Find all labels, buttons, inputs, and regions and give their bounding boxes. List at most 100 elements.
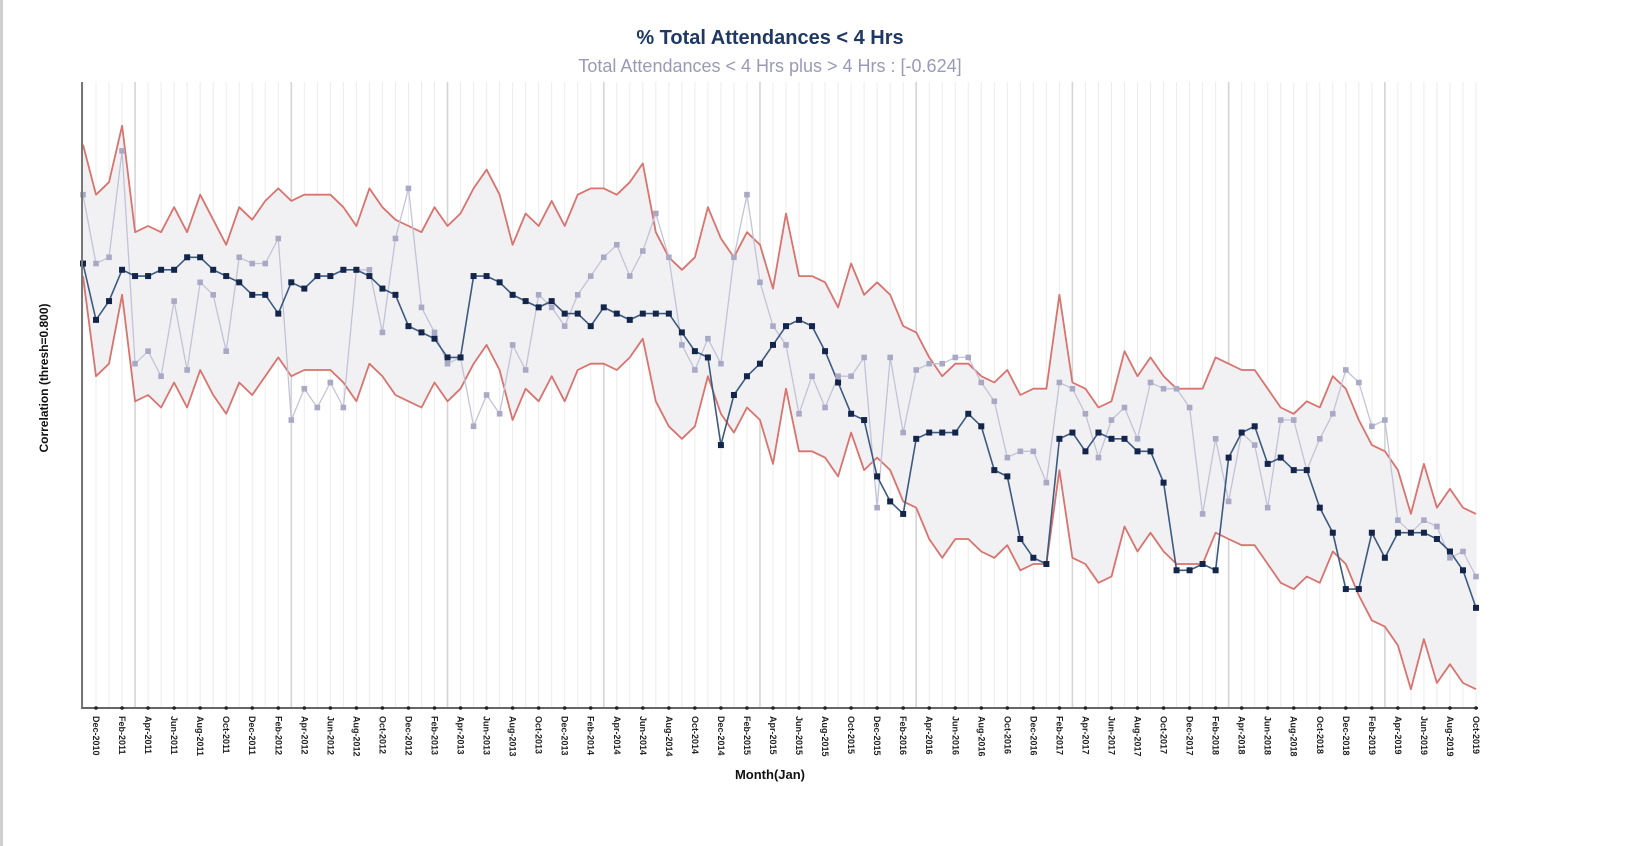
x-tick-mark bbox=[823, 706, 827, 710]
x-tick-mark bbox=[1083, 706, 1088, 710]
monthly-point bbox=[770, 323, 776, 329]
x-tick-mark bbox=[510, 706, 515, 710]
smoothed-point bbox=[1277, 454, 1284, 461]
monthly-point bbox=[1382, 417, 1388, 423]
x-tick-mark bbox=[250, 706, 255, 710]
x-tick-label: Apr-2019 bbox=[1393, 716, 1403, 755]
x-tick-mark bbox=[771, 706, 775, 710]
monthly-point bbox=[223, 348, 230, 354]
monthly-point bbox=[158, 373, 164, 380]
monthly-point bbox=[288, 417, 295, 423]
smoothed-point bbox=[730, 392, 737, 398]
smoothed-point bbox=[262, 291, 269, 298]
monthly-point bbox=[626, 273, 633, 279]
smoothed-point bbox=[600, 304, 607, 311]
smoothed-point bbox=[1030, 554, 1037, 561]
x-tick-label: Oct-2014 bbox=[690, 716, 700, 754]
monthly-point bbox=[1473, 573, 1479, 580]
axes bbox=[81, 82, 1478, 709]
x-tick-mark bbox=[198, 706, 202, 710]
smoothed-point bbox=[1420, 529, 1427, 536]
smoothed-point bbox=[665, 310, 672, 317]
x-tick-label: Oct-2013 bbox=[534, 716, 544, 754]
x-tick-mark bbox=[172, 706, 176, 710]
monthly-point bbox=[145, 348, 151, 354]
x-tick-mark bbox=[1057, 706, 1062, 710]
x-tick-label: Apr-2015 bbox=[768, 716, 778, 755]
smoothed-point bbox=[535, 304, 542, 311]
monthly-point bbox=[1369, 423, 1375, 430]
x-tick-label: Aug-2011 bbox=[195, 716, 205, 756]
x-tick-label: Feb-2014 bbox=[586, 716, 596, 755]
smoothed-point bbox=[978, 423, 985, 430]
monthly-point bbox=[874, 504, 880, 511]
window-border bbox=[0, 0, 3, 846]
x-tick-mark bbox=[614, 706, 619, 710]
smoothed-point bbox=[1199, 561, 1206, 568]
smoothed-point bbox=[1160, 479, 1167, 486]
smoothed-point bbox=[926, 429, 933, 436]
monthly-point bbox=[314, 404, 321, 411]
smoothed-point bbox=[1290, 467, 1297, 474]
smoothed-point bbox=[1473, 604, 1479, 611]
monthly-point bbox=[340, 404, 347, 411]
smoothed-point bbox=[1069, 429, 1076, 436]
monthly-point bbox=[900, 429, 906, 436]
x-tick-mark bbox=[380, 706, 385, 710]
monthly-point bbox=[1356, 379, 1362, 386]
x-tick-label: Oct-2011 bbox=[221, 716, 231, 754]
monthly-point bbox=[119, 148, 125, 154]
monthly-point bbox=[965, 354, 972, 361]
monthly-point bbox=[366, 267, 373, 273]
x-tick-mark bbox=[719, 706, 723, 710]
x-tick-mark bbox=[745, 706, 749, 710]
smoothed-point bbox=[1186, 567, 1193, 574]
monthly-point bbox=[1173, 385, 1180, 392]
x-tick-label: Jun-2018 bbox=[1263, 716, 1273, 755]
x-tick-mark bbox=[458, 706, 463, 710]
monthly-point bbox=[913, 367, 919, 373]
smoothed-point bbox=[756, 360, 763, 367]
x-tick-label: Dec-2015 bbox=[872, 716, 882, 756]
x-tick-mark bbox=[1161, 706, 1166, 710]
smoothed-point bbox=[210, 266, 217, 273]
monthly-point bbox=[1212, 436, 1219, 442]
smoothed-point bbox=[483, 273, 490, 280]
x-tick-label: Aug-2016 bbox=[976, 716, 986, 757]
monthly-point bbox=[197, 279, 203, 286]
smoothed-point bbox=[340, 266, 347, 273]
monthly-point bbox=[327, 379, 334, 386]
monthly-point bbox=[132, 360, 138, 367]
x-tick-label: Aug-2014 bbox=[664, 716, 674, 757]
smoothed-point bbox=[1303, 467, 1310, 474]
smoothed-point bbox=[991, 467, 998, 474]
smoothed-point bbox=[1342, 586, 1349, 593]
x-tick-label: Jun-2019 bbox=[1419, 716, 1429, 755]
lower-limit-line bbox=[82, 275, 1477, 691]
series-markers bbox=[80, 148, 1479, 611]
x-tick-label: Apr-2011 bbox=[143, 716, 153, 754]
smoothed-point bbox=[288, 279, 295, 286]
smoothed-point bbox=[1017, 535, 1024, 542]
smoothed-point bbox=[548, 298, 555, 305]
smoothed-point bbox=[769, 341, 776, 348]
monthly-point bbox=[301, 385, 308, 392]
smoothed-point bbox=[1355, 586, 1362, 593]
monthly-point bbox=[1069, 385, 1076, 392]
smoothed-point bbox=[1056, 435, 1063, 442]
smoothed-point bbox=[184, 254, 191, 261]
monthly-point bbox=[991, 398, 998, 405]
monthly-point bbox=[431, 329, 438, 336]
smoothed-point bbox=[145, 273, 152, 280]
upper-limit-line bbox=[82, 124, 1477, 515]
x-tick-label: Dec-2018 bbox=[1341, 716, 1351, 756]
monthly-point bbox=[705, 335, 711, 342]
x-tick-mark bbox=[406, 706, 411, 710]
smoothed-point bbox=[626, 316, 633, 323]
smoothed-point bbox=[913, 435, 920, 442]
monthly-point bbox=[496, 410, 503, 417]
smoothed-point bbox=[1251, 423, 1258, 430]
smoothed-point bbox=[353, 266, 360, 273]
monthly-point bbox=[1460, 548, 1466, 555]
x-tick-mark bbox=[224, 706, 229, 710]
